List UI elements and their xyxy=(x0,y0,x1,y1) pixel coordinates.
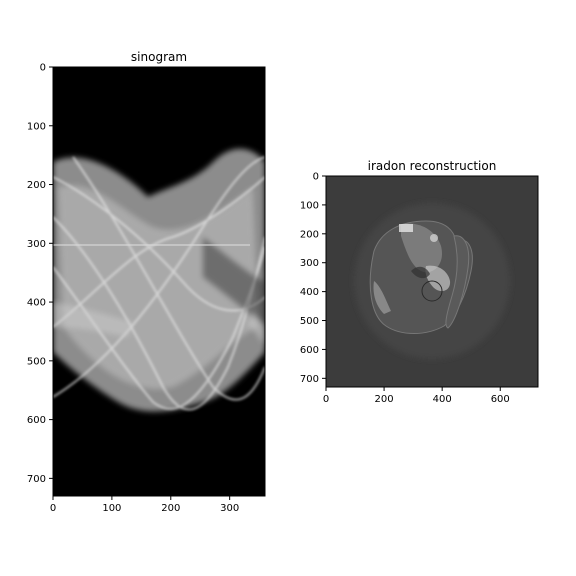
reconstruction-x-tick-label: 0 xyxy=(323,394,329,405)
reconstruction-y-tick-label: 600 xyxy=(300,345,319,356)
reconstruction-frame xyxy=(325,175,539,388)
sinogram-frame xyxy=(52,66,266,497)
sinogram-title: sinogram xyxy=(131,50,187,64)
reconstruction-y-tick-label: 100 xyxy=(300,200,319,211)
sinogram-y-tick-label: 500 xyxy=(27,356,46,367)
reconstruction-x-tick-label: 200 xyxy=(375,394,394,405)
reconstruction-y-tick-label: 700 xyxy=(300,374,319,385)
reconstruction-panel: iradon reconstruction 0 200 400 600 0 100 200… xyxy=(300,159,539,405)
sinogram-image xyxy=(53,67,265,496)
reconstruction-x-ticks: 0 200 400 600 xyxy=(323,387,510,405)
reconstruction-y-tick-label: 300 xyxy=(300,258,319,269)
sinogram-y-ticks: 0 100 200 300 400 500 600 700 xyxy=(27,63,53,485)
reconstruction-image xyxy=(326,176,538,387)
reconstruction-y-tick-label: 400 xyxy=(300,287,319,298)
sinogram-y-tick-label: 200 xyxy=(27,180,46,191)
sinogram-y-tick-label: 700 xyxy=(27,474,46,485)
sinogram-x-ticks: 0 100 200 300 xyxy=(50,496,239,514)
reconstruction-x-tick-label: 400 xyxy=(433,394,452,405)
reconstruction-y-ticks: 0 100 200 300 400 500 600 700 xyxy=(300,172,326,385)
reconstruction-title: iradon reconstruction xyxy=(368,159,497,173)
sinogram-x-tick-label: 100 xyxy=(102,503,121,514)
sinogram-y-tick-label: 600 xyxy=(27,415,46,426)
sinogram-y-tick-label: 100 xyxy=(27,121,46,132)
sinogram-x-tick-label: 300 xyxy=(220,503,239,514)
reconstruction-y-tick-label: 500 xyxy=(300,316,319,327)
reconstruction-x-tick-label: 600 xyxy=(491,394,510,405)
sinogram-panel: sinogram 0 100 xyxy=(27,50,266,514)
sinogram-y-tick-label: 0 xyxy=(40,63,46,74)
sinogram-y-tick-label: 300 xyxy=(27,239,46,250)
sinogram-y-tick-label: 400 xyxy=(27,298,46,309)
sinogram-x-tick-label: 200 xyxy=(161,503,180,514)
sinogram-x-tick-label: 0 xyxy=(50,503,56,514)
reconstruction-y-tick-label: 0 xyxy=(313,172,319,183)
reconstruction-y-tick-label: 200 xyxy=(300,229,319,240)
